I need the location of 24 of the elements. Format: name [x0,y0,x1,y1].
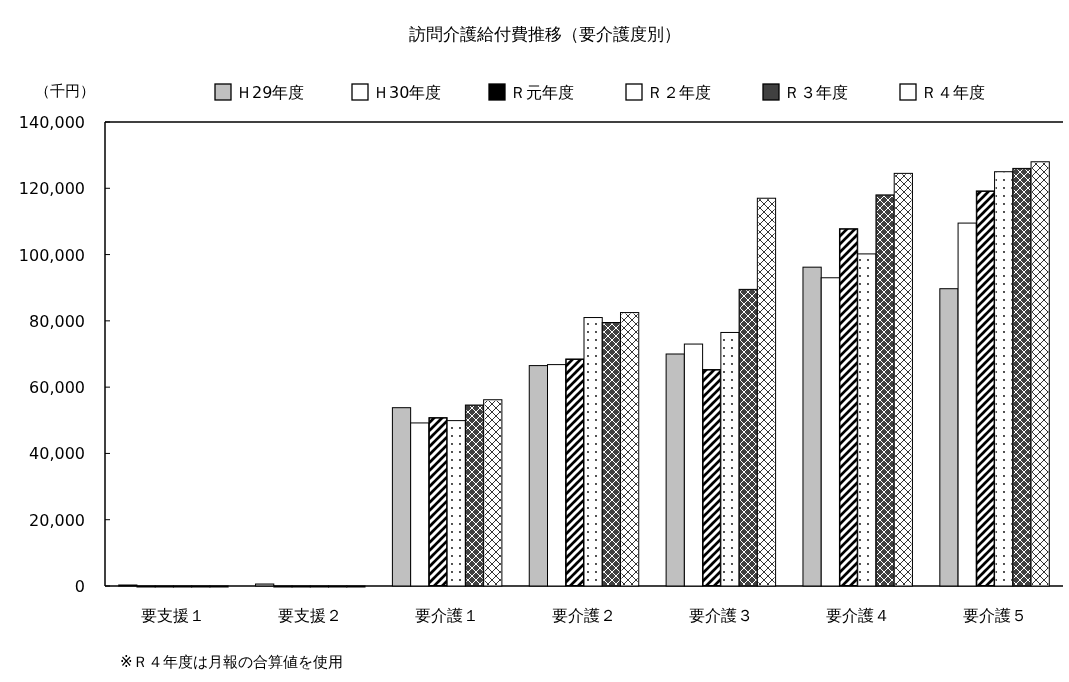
legend-label: Ｒ３年度 [784,83,848,102]
x-tick-label: 要介護４ [825,606,890,625]
y-tick-label: 120,000 [18,179,85,199]
y-tick-label: 140,000 [18,113,85,132]
x-tick-label: 要支援１ [141,606,206,625]
x-tick-label: 要介護２ [552,606,616,625]
x-tick-label: 要支援２ [278,606,343,625]
chart-title: 訪問介護給付費推移（要介護度別） [409,24,681,44]
x-tick-label: 要介護１ [415,606,480,625]
y-tick-label: 60,000 [29,378,85,398]
x-tick-label: 要介護５ [962,606,1027,625]
legend-label: Ｒ元年度 [510,83,574,102]
y-tick-label: 40,000 [29,444,85,464]
legend-label: Ｈ29年度 [236,83,305,102]
text: ※Ｒ４年度は月報の合算値を使用 [120,653,343,671]
y-axis-title: （千円） [35,82,95,100]
legend-label: Ｈ30年度 [373,83,442,102]
y-tick-label: 80,000 [29,311,85,331]
legend-label: Ｒ２年度 [647,83,711,102]
y-tick-label: 0 [74,577,85,596]
y-tick-label: 20,000 [29,510,85,530]
x-tick-label: 要介護３ [688,606,753,625]
legend-label: Ｒ４年度 [921,83,985,102]
y-tick-label: 100,000 [18,245,85,265]
